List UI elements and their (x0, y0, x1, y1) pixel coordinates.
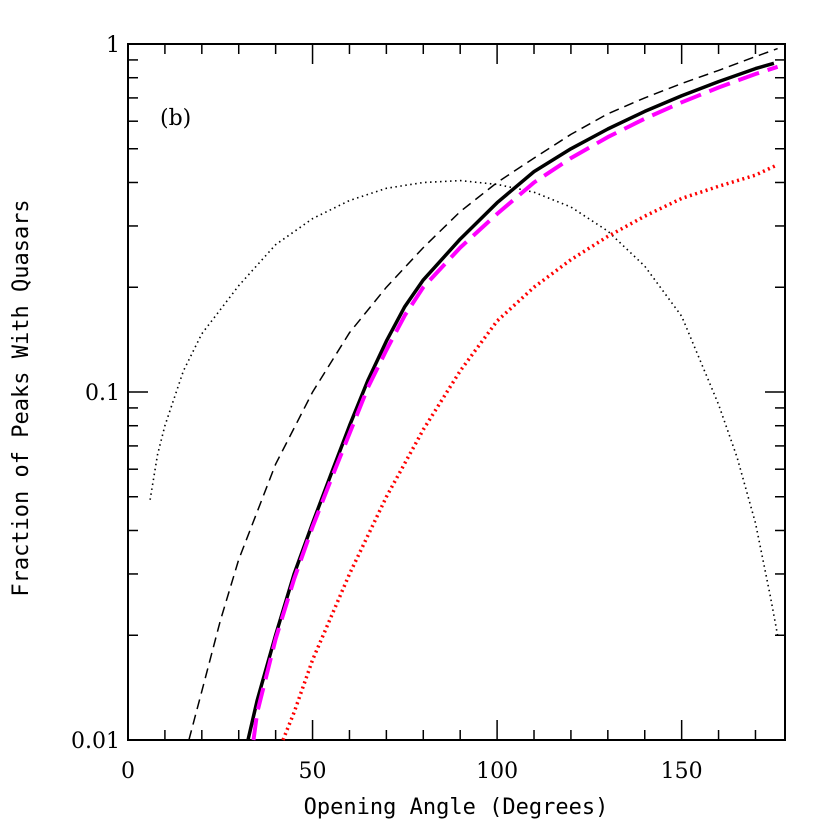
plot-frame (127, 43, 786, 741)
panel-label: (b) (160, 106, 191, 131)
y-axis-title: Fraction of Peaks With Quasars (9, 199, 34, 596)
series-layer (149, 47, 779, 741)
series-red-dotted (281, 163, 779, 741)
x-tick-label: 0 (121, 759, 135, 784)
x-axis-title: Opening Angle (Degrees) (304, 795, 609, 820)
x-tick-label: 150 (661, 759, 703, 784)
x-tick-label: 100 (476, 759, 518, 784)
y-tick-label: 0.1 (85, 381, 120, 406)
x-tick-label: 50 (299, 759, 327, 784)
y-tick-label: 0.01 (71, 729, 120, 754)
axis-ticks (127, 43, 785, 741)
series-magenta-long-dashed (251, 64, 779, 741)
series-solid-black (246, 61, 775, 741)
tick-labels: 0 50 100 150 0.01 0.1 1 (71, 33, 703, 784)
y-tick-label: 1 (106, 33, 120, 58)
series-black-dotted (149, 179, 779, 636)
